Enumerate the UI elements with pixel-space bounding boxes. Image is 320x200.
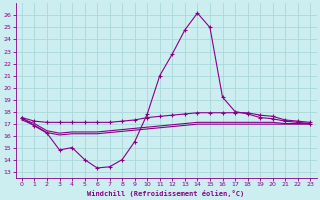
- X-axis label: Windchill (Refroidissement éolien,°C): Windchill (Refroidissement éolien,°C): [87, 190, 245, 197]
